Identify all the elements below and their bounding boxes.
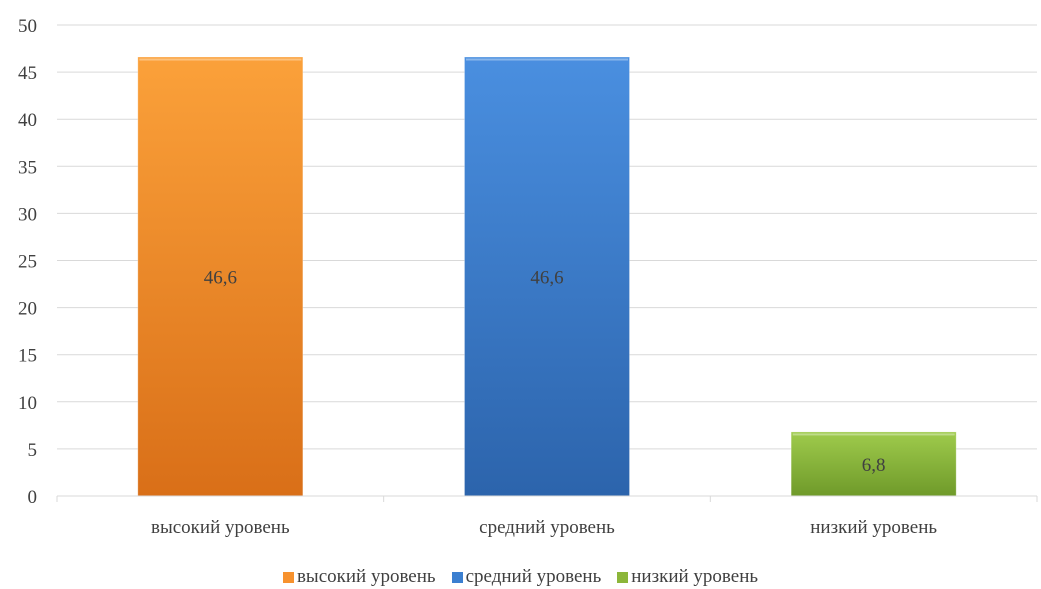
legend-item-low: низкий уровень [617, 566, 758, 588]
y-tick-label: 15 [18, 346, 37, 367]
y-tick-label: 35 [18, 157, 37, 178]
data-label: 6,8 [862, 455, 886, 476]
legend-label-low: низкий уровень [631, 566, 759, 587]
y-tick-label: 30 [18, 204, 37, 225]
bar-highlight [466, 58, 628, 61]
legend-swatch-high [282, 571, 294, 583]
x-tick-label: средний уровень [479, 517, 615, 538]
legend-label-high: высокий уровень [296, 566, 436, 587]
bars [137, 56, 957, 497]
data-label: 46,6 [204, 268, 237, 289]
x-tick-label: низкий уровень [810, 517, 937, 538]
legend-swatch-low [617, 571, 629, 583]
legend-item-medium: средний уровень [451, 566, 602, 588]
bar-highlight [139, 58, 302, 61]
x-tick-label: высокий уровень [151, 517, 290, 538]
bar [137, 56, 304, 497]
y-tick-label: 0 [28, 487, 38, 508]
y-tick-label: 40 [18, 110, 37, 131]
legend-label-medium: средний уровень [465, 566, 602, 587]
legend-swatch-medium [451, 571, 463, 583]
y-axis: 0 5 10 15 20 25 30 35 40 45 50 [18, 16, 37, 508]
y-tick-label: 45 [18, 63, 37, 84]
data-labels: 46,6 46,6 6,8 [204, 268, 886, 476]
y-tick-label: 50 [18, 16, 37, 37]
y-tick-label: 20 [18, 299, 37, 320]
y-tick-label: 10 [18, 393, 37, 414]
legend-item-high: высокий уровень [282, 566, 436, 588]
x-axis: высокий уровень средний уровень низкий уро… [56, 495, 1038, 538]
y-tick-label: 25 [18, 252, 37, 273]
bar [464, 56, 630, 497]
bar [790, 431, 957, 497]
data-label: 46,6 [530, 268, 563, 289]
bar-highlight [792, 433, 955, 436]
y-tick-label: 5 [28, 440, 38, 461]
legend: высокий уровень средний уровень низкий у… [0, 566, 1041, 588]
